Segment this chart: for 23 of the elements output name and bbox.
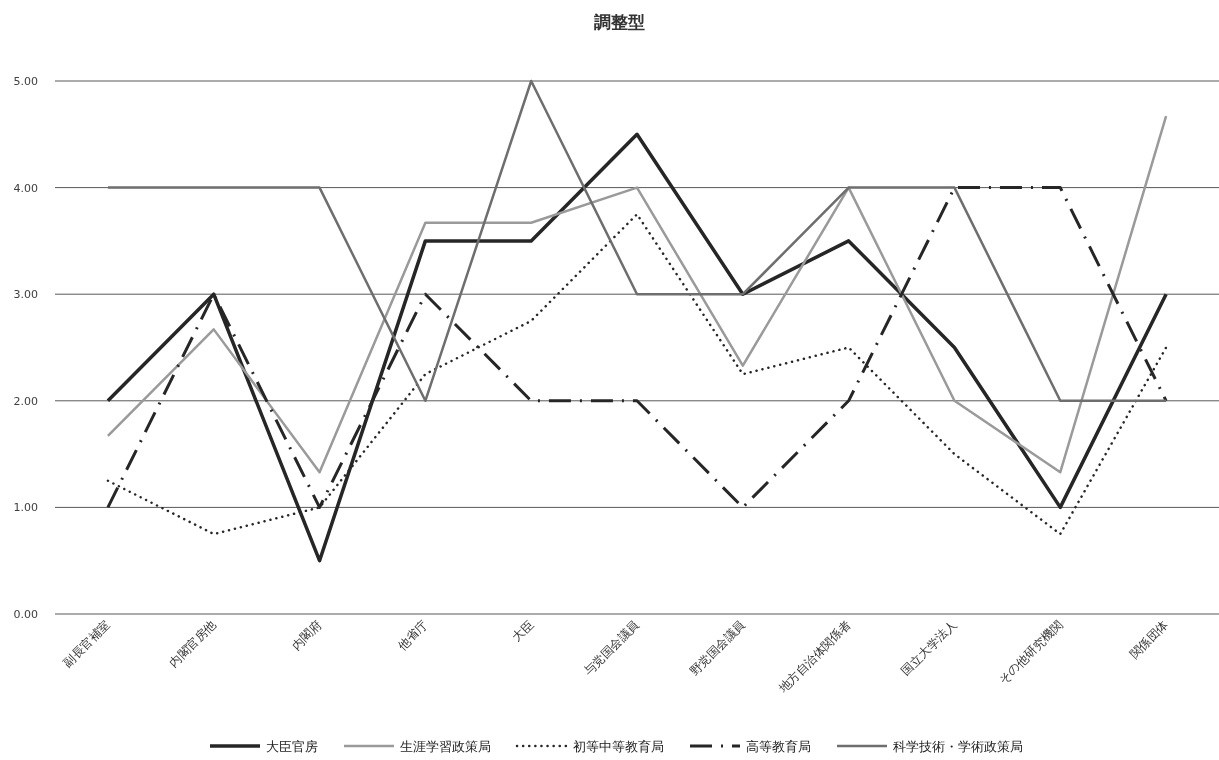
x-tick-label: 大臣 bbox=[509, 617, 537, 645]
legend-label: 科学技術・学術政策局 bbox=[893, 739, 1023, 754]
x-tick-label: 他省庁 bbox=[394, 617, 431, 653]
y-tick-label: 3.00 bbox=[13, 288, 38, 302]
y-tick-label: 4.00 bbox=[13, 181, 38, 195]
y-tick-label: 5.00 bbox=[13, 75, 38, 88]
x-tick-label: 内閣官房他 bbox=[166, 617, 219, 670]
chart-title: 調整型 bbox=[594, 12, 645, 32]
y-tick-label: 2.00 bbox=[13, 394, 38, 408]
x-tick-label: 関係団体 bbox=[1127, 617, 1172, 662]
legend-label: 高等教育局 bbox=[746, 739, 811, 754]
x-tick-label: 与党国会議員 bbox=[581, 617, 642, 679]
y-tick-label: 1.00 bbox=[13, 501, 38, 515]
x-tick-label: 地方自治体関係者 bbox=[775, 617, 854, 696]
legend-label: 初等中等教育局 bbox=[573, 739, 664, 754]
legend-label: 生涯学習政策局 bbox=[400, 739, 491, 754]
y-tick-label: 0.00 bbox=[13, 608, 38, 621]
legend-label: 大臣官房 bbox=[266, 739, 318, 754]
x-tick-label: 内閣府 bbox=[289, 617, 325, 653]
x-tick-label: 副長官補室 bbox=[60, 617, 113, 670]
x-tick-label: その他研究機関 bbox=[995, 617, 1066, 687]
x-tick-label: 野党国会議員 bbox=[686, 617, 748, 679]
x-tick-label: 国立大学法人 bbox=[898, 617, 960, 679]
